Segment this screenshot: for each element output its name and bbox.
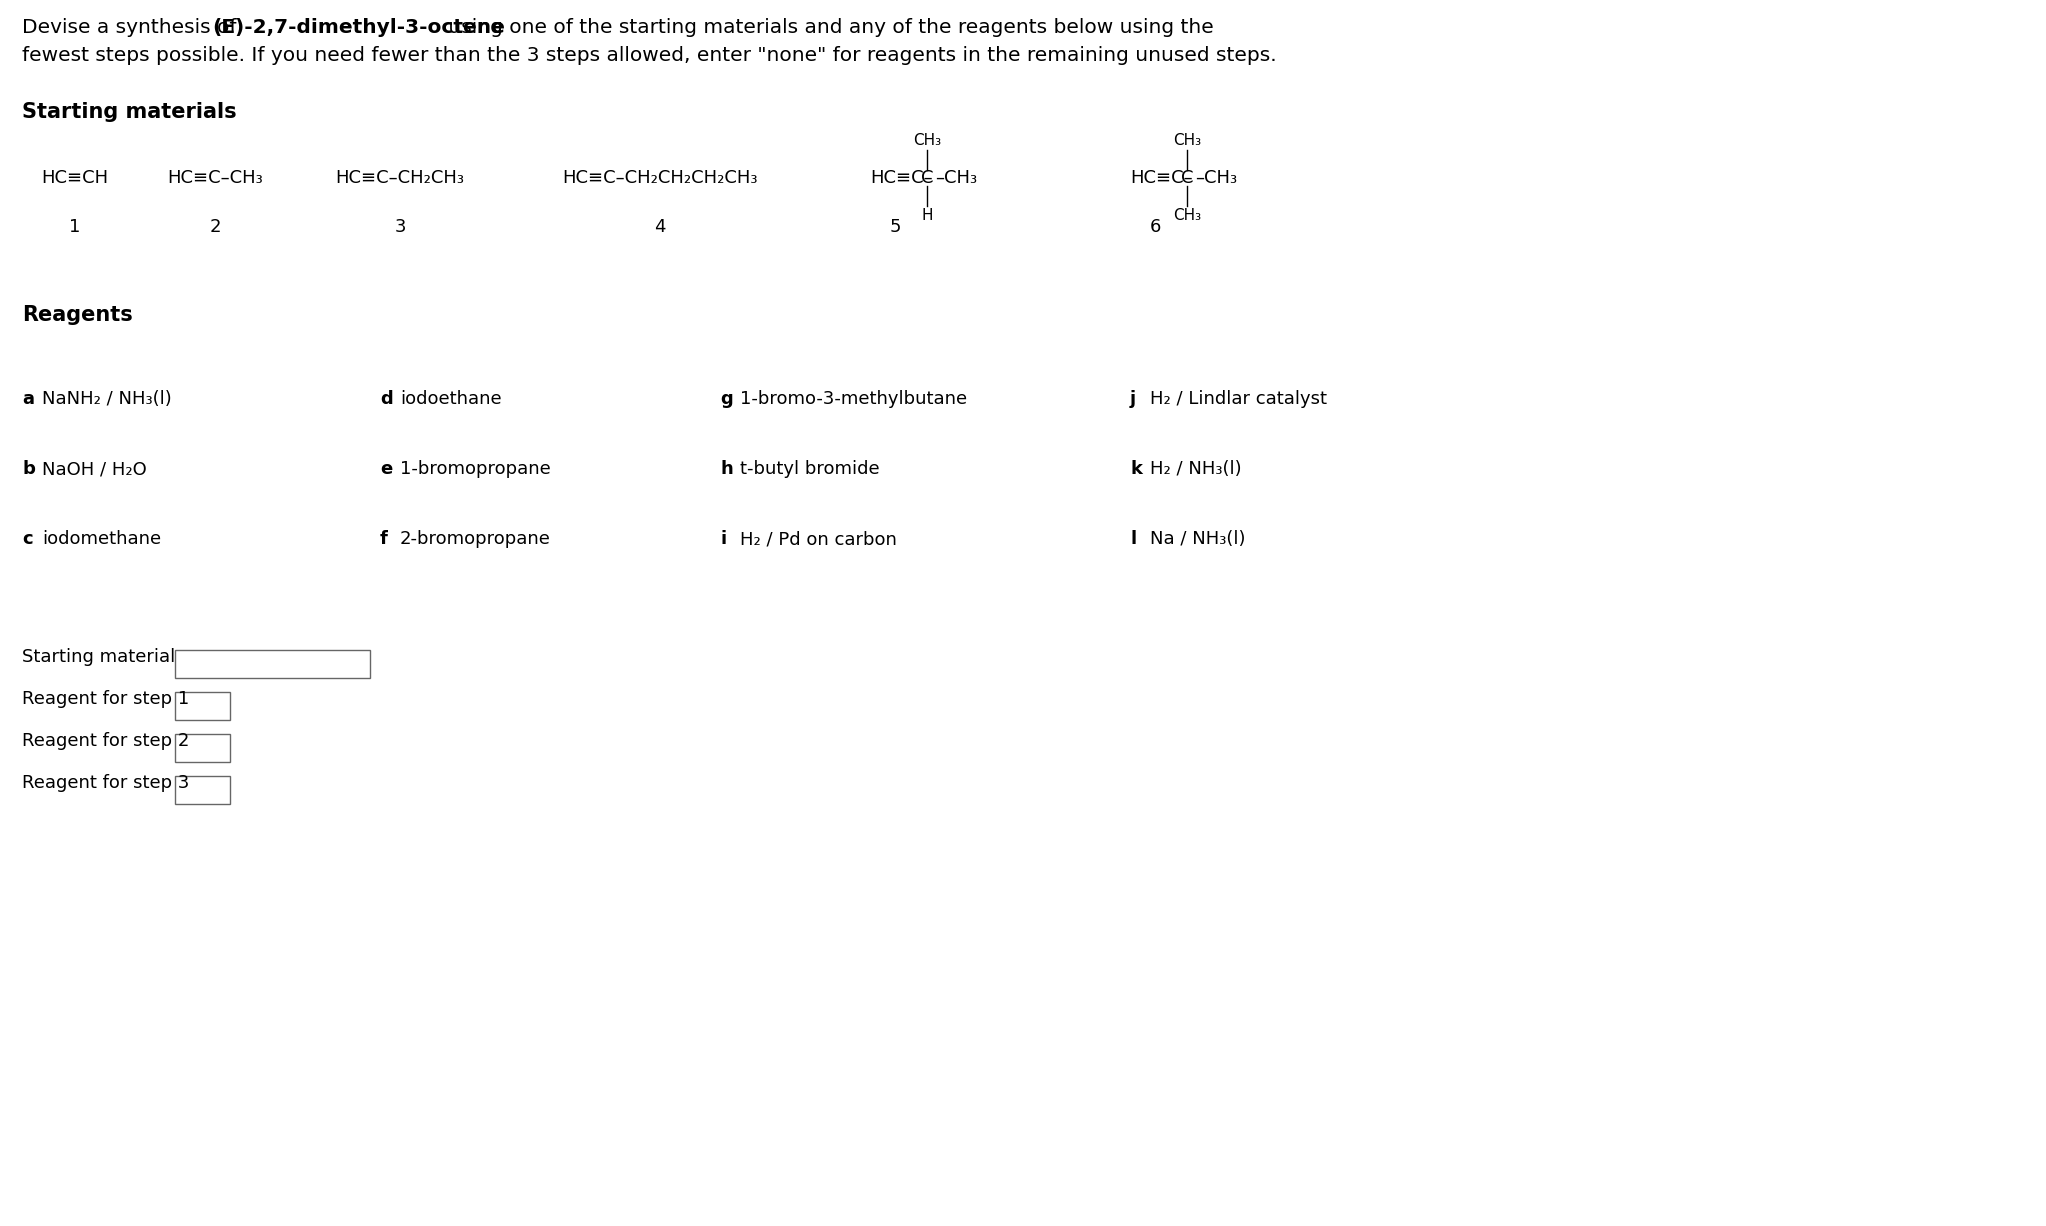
Text: HC≡CH: HC≡CH [41,169,108,188]
Text: HC≡C–CH₂CH₃: HC≡C–CH₂CH₃ [336,169,464,188]
Text: CH₃: CH₃ [1172,132,1201,148]
Text: 5: 5 [890,218,900,235]
Text: Starting materials: Starting materials [23,102,237,123]
Text: c: c [23,530,33,548]
Text: Devise a synthesis of: Devise a synthesis of [23,18,243,37]
Text: Reagent for step 1: Reagent for step 1 [23,690,188,707]
Text: 3: 3 [395,218,405,235]
Bar [176,650,370,678]
Text: CH₃: CH₃ [1172,208,1201,223]
Text: e: e [381,460,393,478]
Text: using one of the starting materials and any of the reagents below using the: using one of the starting materials and … [442,18,1213,37]
Text: Reagent for step 3: Reagent for step 3 [23,774,190,792]
Text: Reagents: Reagents [23,305,133,325]
Text: C: C [921,169,933,188]
Text: 1-bromo-3-methylbutane: 1-bromo-3-methylbutane [741,390,968,408]
Text: C: C [1181,169,1193,188]
Text: H₂ / Lindlar catalyst: H₂ / Lindlar catalyst [1150,390,1328,408]
Text: H₂ / NH₃(l): H₂ / NH₃(l) [1150,460,1242,478]
Text: 6: 6 [1150,218,1160,235]
Text: iodoethane: iodoethane [401,390,501,408]
Text: HC≡C–: HC≡C– [870,169,933,188]
Text: Na / NH₃(l): Na / NH₃(l) [1150,530,1246,548]
Text: 2: 2 [209,218,221,235]
Text: 1-bromopropane: 1-bromopropane [401,460,550,478]
Text: NaNH₂ / NH₃(l): NaNH₂ / NH₃(l) [43,390,172,408]
Text: –CH₃: –CH₃ [935,169,978,188]
Text: HC≡C–CH₃: HC≡C–CH₃ [168,169,262,188]
Text: k: k [1129,460,1142,478]
Text: (E)-2,7-dimethyl-3-octene: (E)-2,7-dimethyl-3-octene [213,18,505,37]
Text: t-butyl bromide: t-butyl bromide [741,460,880,478]
Text: H₂ / Pd on carbon: H₂ / Pd on carbon [741,530,896,548]
Text: h: h [720,460,732,478]
Text: NaOH / H₂O: NaOH / H₂O [43,460,147,478]
Text: H: H [921,208,933,223]
Text: 1: 1 [70,218,80,235]
Text: f: f [381,530,389,548]
Bar [176,691,229,720]
Bar [176,776,229,804]
Text: j: j [1129,390,1136,408]
Text: HC≡C–: HC≡C– [1129,169,1193,188]
Text: i: i [720,530,726,548]
Text: CH₃: CH₃ [913,132,941,148]
Text: 4: 4 [655,218,665,235]
Text: –CH₃: –CH₃ [1195,169,1238,188]
Bar [176,734,229,763]
Text: 2-bromopropane: 2-bromopropane [401,530,550,548]
Text: Starting material: Starting material [23,649,176,666]
Text: b: b [23,460,35,478]
Text: g: g [720,390,732,408]
Text: fewest steps possible. If you need fewer than the 3 steps allowed, enter "none" : fewest steps possible. If you need fewer… [23,47,1277,65]
Text: iodomethane: iodomethane [43,530,162,548]
Text: Reagent for step 2: Reagent for step 2 [23,732,190,750]
Text: l: l [1129,530,1136,548]
Text: HC≡C–CH₂CH₂CH₂CH₃: HC≡C–CH₂CH₂CH₂CH₃ [563,169,757,188]
Text: a: a [23,390,35,408]
Text: d: d [381,390,393,408]
